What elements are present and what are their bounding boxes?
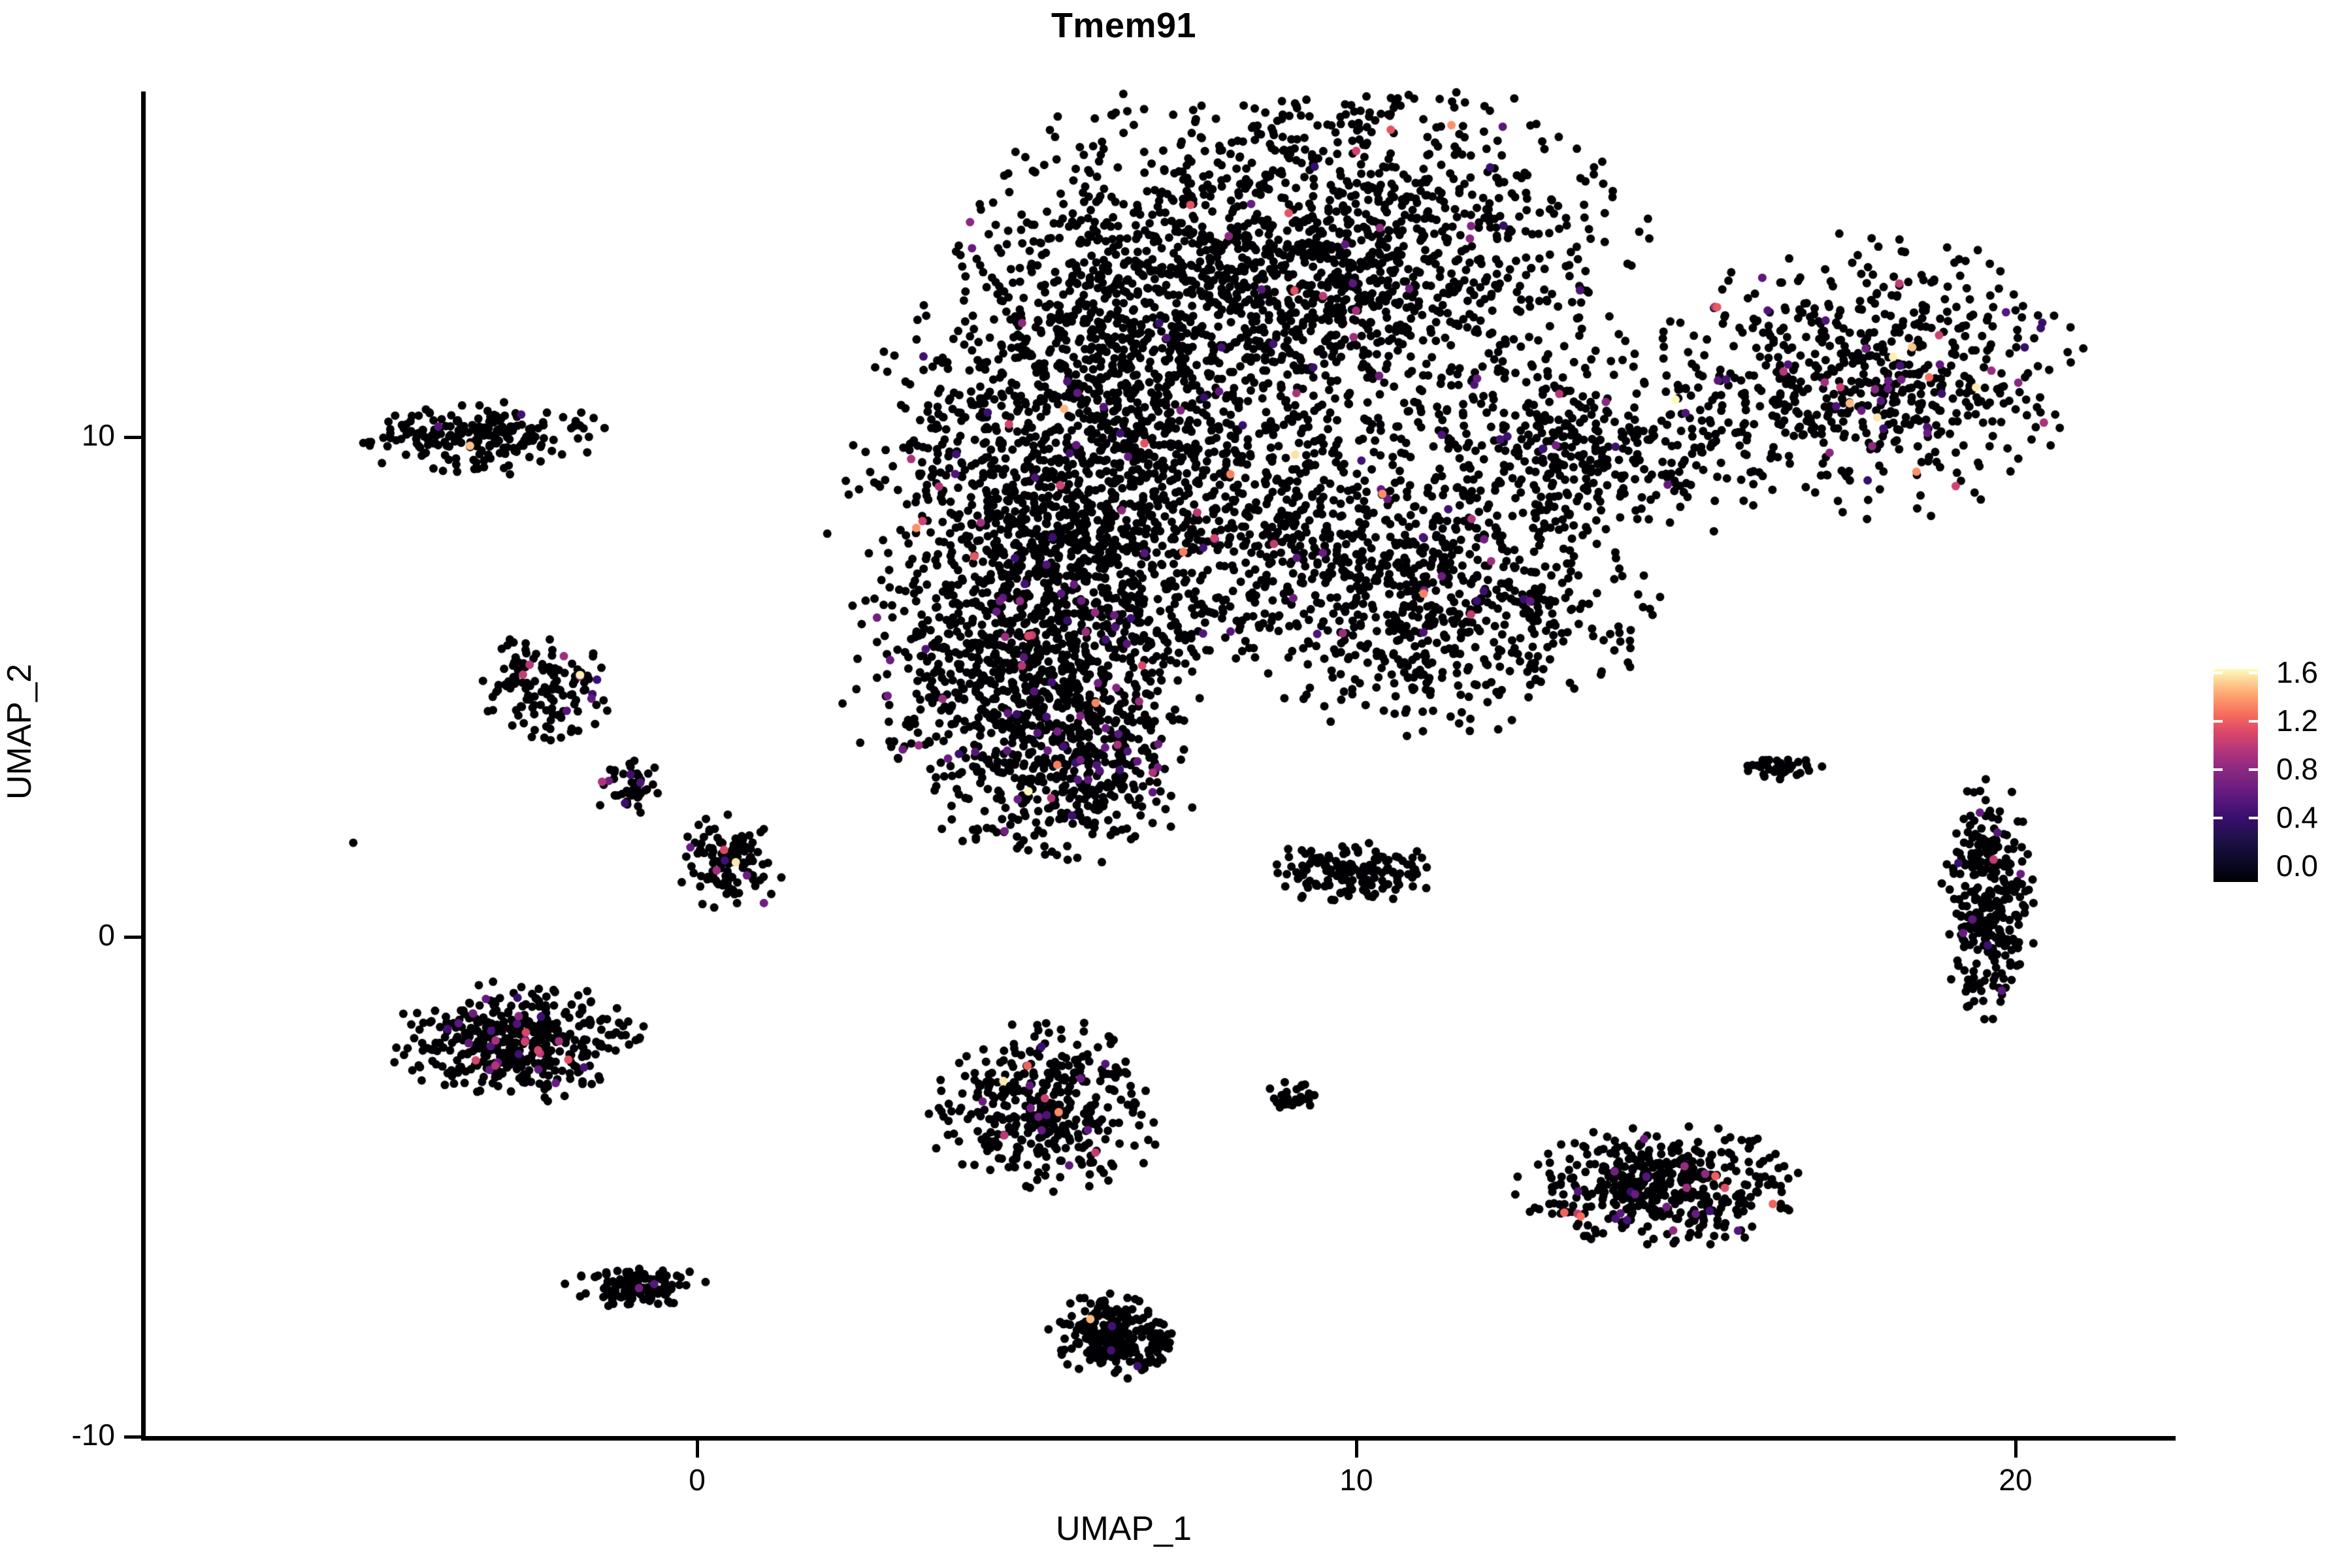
colorbar-tick-0p8-left (2213, 768, 2223, 771)
page-title: Tmem91 (1051, 6, 1197, 45)
colorbar-tick-0p8-right (2249, 768, 2258, 771)
colorbar-label-0p4: 0.4 (2276, 800, 2318, 834)
y-axis-label: UMAP_2 (1, 663, 39, 800)
x-axis-tick-20 (2014, 1441, 2017, 1458)
colorbar-tick-0p4-right (2249, 817, 2258, 819)
colorbar-tick-1p6-right (2249, 672, 2258, 674)
colorbar-gradient (2213, 669, 2258, 882)
x-axis-ticklabel-10: 10 (1339, 1463, 1373, 1497)
x-axis-label: UMAP_1 (1055, 1510, 1192, 1548)
colorbar-tick-1p2-right (2249, 720, 2258, 723)
colorbar-label-0p0: 0.0 (2276, 849, 2318, 883)
colorbar-label-1p2: 1.2 (2276, 704, 2318, 738)
x-axis-tick-10 (1355, 1441, 1358, 1458)
colorbar-tick-0p4-left (2213, 817, 2223, 819)
x-axis-tick-0 (696, 1441, 699, 1458)
colorbar-tick-1p2-left (2213, 720, 2223, 723)
y-axis-line (141, 91, 146, 1441)
y-axis-ticklabel-minus10: -10 (71, 1418, 115, 1452)
y-axis-ticklabel-10: 10 (81, 418, 115, 452)
y-axis-tick-10 (124, 436, 141, 439)
y-axis-tick-0 (124, 936, 141, 939)
colorbar-label-0p8: 0.8 (2276, 752, 2318, 786)
x-axis-ticklabel-20: 20 (1999, 1463, 2033, 1497)
y-axis-tick-minus10 (124, 1435, 141, 1439)
colorbar-tick-1p6-left (2213, 672, 2223, 674)
y-axis-ticklabel-0: 0 (98, 918, 115, 952)
x-axis-ticklabel-0: 0 (689, 1463, 706, 1497)
x-axis-line (141, 1436, 2176, 1441)
colorbar-label-1p6: 1.6 (2276, 655, 2318, 689)
